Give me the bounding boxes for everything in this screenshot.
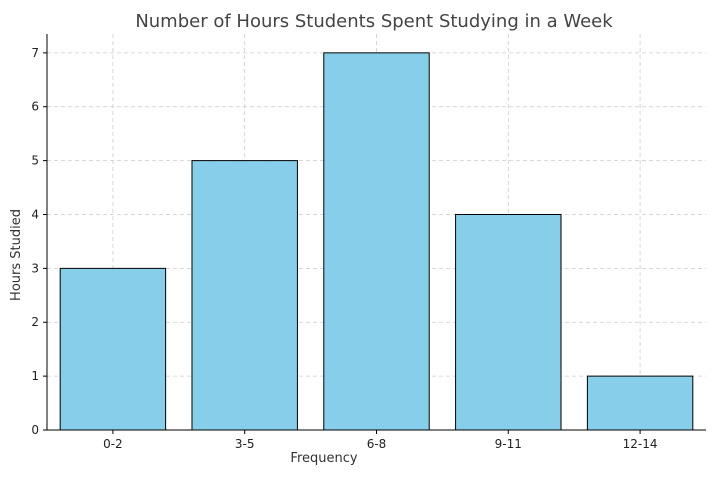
x-tick-label: 9-11 <box>495 437 522 451</box>
y-tick-label: 5 <box>31 154 39 168</box>
y-tick-label: 2 <box>31 315 39 329</box>
y-tick-label: 6 <box>31 100 39 114</box>
y-tick-label: 7 <box>31 46 39 60</box>
bar-9-11 <box>455 213 562 431</box>
y-axis-title: Hours Studied <box>9 209 24 301</box>
bar-6-8 <box>323 52 430 431</box>
bar-3-5 <box>191 160 298 431</box>
x-tick-label: 6-8 <box>367 437 387 451</box>
bar-0-2 <box>59 267 167 431</box>
x-tick-label: 3-5 <box>235 437 255 451</box>
y-tick-label: 0 <box>31 423 39 437</box>
labels-layer: Number of Hours Students Spent Studying … <box>9 11 658 466</box>
bar-12-14 <box>586 375 694 431</box>
x-tick-label: 12-14 <box>623 437 658 451</box>
axes-layer <box>43 34 706 434</box>
chart-title: Number of Hours Students Spent Studying … <box>135 11 613 32</box>
x-tick-label: 0-2 <box>103 437 123 451</box>
y-tick-label: 3 <box>31 261 39 275</box>
y-tick-label: 4 <box>31 207 39 221</box>
bars-layer <box>59 52 694 431</box>
y-tick-label: 1 <box>31 369 39 383</box>
x-axis-title: Frequency <box>290 451 357 466</box>
